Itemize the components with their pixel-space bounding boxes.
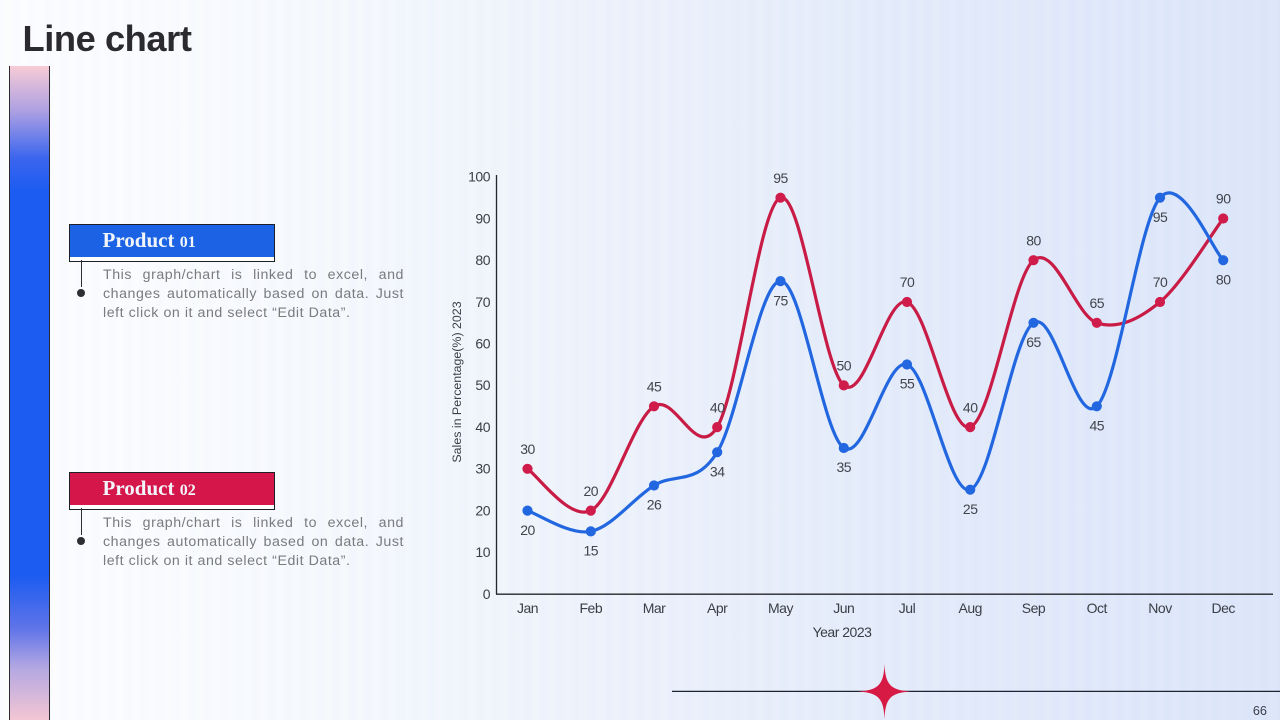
svg-text:66: 66 [1253,704,1267,718]
svg-text:Feb: Feb [579,600,602,616]
svg-text:35: 35 [837,459,852,475]
svg-text:45: 45 [1090,418,1105,434]
svg-text:50: 50 [475,377,490,393]
svg-text:Mar: Mar [643,600,666,616]
svg-text:Jan: Jan [517,600,538,616]
svg-text:25: 25 [963,501,978,517]
svg-text:100: 100 [468,169,491,185]
svg-text:May: May [768,600,793,616]
svg-text:34: 34 [710,463,725,479]
svg-text:90: 90 [475,210,490,226]
svg-text:65: 65 [1090,295,1105,311]
svg-text:60: 60 [475,336,490,352]
svg-text:95: 95 [1153,209,1168,225]
svg-text:40: 40 [963,399,978,415]
svg-text:Nov: Nov [1148,600,1172,616]
svg-text:80: 80 [1026,232,1041,248]
svg-text:20: 20 [520,522,535,538]
svg-text:20: 20 [475,502,490,518]
svg-text:95: 95 [773,170,788,186]
svg-text:65: 65 [1026,334,1041,350]
svg-text:Sales in Percentage(%) 2023: Sales in Percentage(%) 2023 [450,301,464,462]
svg-text:26: 26 [647,497,662,513]
svg-text:Dec: Dec [1211,600,1235,616]
svg-text:55: 55 [900,376,915,392]
svg-text:Oct: Oct [1087,600,1108,616]
svg-text:15: 15 [584,543,599,559]
svg-text:80: 80 [475,252,490,268]
svg-text:30: 30 [520,441,535,457]
svg-text:10: 10 [475,544,490,560]
svg-text:90: 90 [1216,191,1231,207]
svg-text:Jun: Jun [833,600,854,616]
svg-text:Aug: Aug [958,600,981,616]
svg-text:20: 20 [584,483,599,499]
svg-text:40: 40 [710,399,725,415]
svg-text:Sep: Sep [1022,600,1046,616]
svg-text:75: 75 [773,292,788,308]
svg-text:80: 80 [1216,271,1231,287]
svg-text:Jul: Jul [899,600,916,616]
svg-text:40: 40 [475,419,490,435]
svg-text:70: 70 [900,274,915,290]
svg-text:30: 30 [475,461,490,477]
svg-text:0: 0 [483,586,491,602]
svg-text:Year 2023: Year 2023 [813,624,873,640]
svg-text:70: 70 [1153,274,1168,290]
svg-text:45: 45 [647,379,662,395]
svg-text:70: 70 [475,294,490,310]
svg-text:Apr: Apr [707,600,728,616]
svg-text:50: 50 [837,358,852,374]
